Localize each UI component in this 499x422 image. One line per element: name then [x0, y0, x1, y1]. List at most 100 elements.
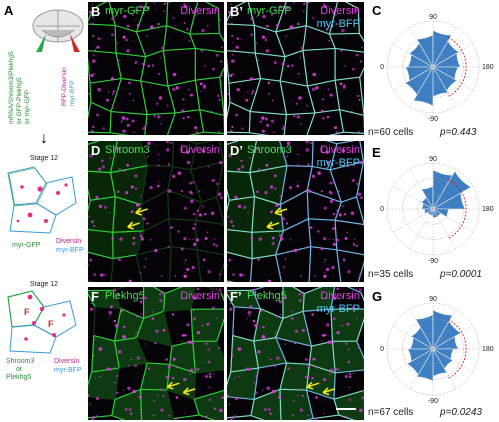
membrane	[140, 56, 147, 82]
diversin-punctum	[332, 309, 335, 312]
membrane	[166, 389, 175, 419]
diversin-punctum	[329, 341, 332, 344]
membrane	[334, 220, 338, 250]
diversin-punctum	[111, 236, 115, 240]
tick-bottom: -90	[428, 398, 438, 405]
diversin-punctum	[111, 105, 114, 107]
diversin-punctum	[331, 181, 335, 184]
diversin-punctum	[158, 72, 161, 75]
diversin-punctum	[329, 199, 334, 203]
diversin-punctum	[286, 141, 291, 146]
diversin-punctum	[260, 152, 262, 154]
diversin-punctum	[167, 163, 171, 166]
reference-ring	[447, 37, 467, 97]
membrane	[201, 196, 217, 203]
diversin-punctum	[278, 408, 281, 411]
diversin-punctum	[88, 394, 90, 397]
yellow-arrow	[274, 207, 288, 216]
membrane	[219, 77, 224, 116]
membrane	[228, 83, 231, 103]
diversin-punctum	[100, 273, 104, 277]
membrane	[308, 346, 313, 365]
diversin-punctum	[118, 168, 121, 171]
membrane	[193, 372, 196, 400]
diversin-punctum	[231, 41, 234, 43]
diversin-punctum	[231, 13, 234, 16]
diversin-punctum	[114, 323, 119, 328]
diversin-punctum	[95, 415, 97, 417]
diversin-punctum	[335, 238, 339, 242]
diversin-punctum	[323, 206, 327, 210]
label-bp-magenta: Diversin	[320, 5, 360, 17]
membrane	[220, 292, 224, 302]
diversin-punctum	[270, 411, 272, 413]
diversin-punctum	[231, 354, 234, 357]
diversin-punctum	[136, 23, 140, 27]
membrane	[279, 388, 307, 391]
diversin-punctum	[312, 17, 314, 19]
diversin-punctum	[145, 343, 147, 345]
diversin-punctum	[351, 110, 353, 113]
diversin-punctum	[323, 4, 327, 9]
membrane	[216, 196, 224, 225]
diversin-punctum	[234, 415, 237, 417]
diversin-punctum	[143, 265, 146, 268]
diversin-punctum	[336, 220, 339, 222]
diversin-punctum	[334, 223, 337, 226]
diversin-punctum	[116, 374, 119, 378]
membrane	[120, 308, 144, 319]
diversin-punctum	[199, 82, 203, 86]
membrane	[144, 114, 148, 135]
diversin-punctum	[196, 287, 200, 291]
tick-top: 90	[429, 156, 437, 163]
diversin-punctum	[157, 394, 159, 396]
diversin-punctum	[120, 309, 124, 313]
membrane	[227, 371, 232, 387]
diversin-punctum	[246, 317, 248, 320]
diversin-punctum	[180, 149, 183, 152]
cell-fill	[194, 390, 224, 420]
diversin-punctum	[161, 291, 165, 294]
diversin-punctum	[273, 364, 277, 367]
diversin-punctum	[207, 360, 211, 364]
cell-fill	[303, 287, 335, 312]
membrane	[227, 56, 230, 84]
membrane	[194, 80, 201, 110]
diversin-punctum	[275, 203, 279, 207]
diversin-punctum	[285, 222, 289, 225]
diversin-punctum	[189, 93, 193, 97]
stat-c-n: n=60 cells	[368, 127, 414, 138]
membrane	[167, 189, 202, 203]
diversin-punctum	[254, 391, 258, 394]
diversin-punctum	[314, 417, 317, 420]
membrane	[283, 218, 309, 232]
membrane	[88, 188, 91, 201]
svg-text:F: F	[24, 307, 30, 317]
diversin-punctum	[194, 13, 198, 16]
membrane	[358, 33, 364, 43]
diversin-punctum	[236, 87, 241, 92]
diversin-punctum	[122, 325, 126, 329]
diversin-punctum	[253, 366, 255, 368]
membrane	[227, 141, 240, 145]
diversin-punctum	[145, 297, 148, 300]
diversin-punctum	[261, 335, 266, 339]
diversin-punctum	[88, 92, 91, 96]
membrane	[93, 335, 115, 342]
membrane	[292, 287, 305, 295]
diversin-punctum	[94, 49, 96, 52]
diversin-punctum	[207, 270, 211, 274]
membrane	[249, 78, 262, 112]
diversin-punctum	[91, 129, 94, 133]
membrane	[305, 389, 314, 419]
diversin-punctum	[213, 407, 217, 411]
diversin-punctum	[278, 5, 283, 9]
membrane	[194, 389, 224, 400]
legend2-magenta: Diversin	[54, 358, 80, 365]
membrane	[114, 24, 137, 33]
membrane	[305, 2, 308, 26]
cell-fill	[227, 141, 257, 173]
diversin-punctum	[146, 35, 148, 38]
membrane	[275, 31, 286, 57]
membrane	[302, 47, 336, 51]
